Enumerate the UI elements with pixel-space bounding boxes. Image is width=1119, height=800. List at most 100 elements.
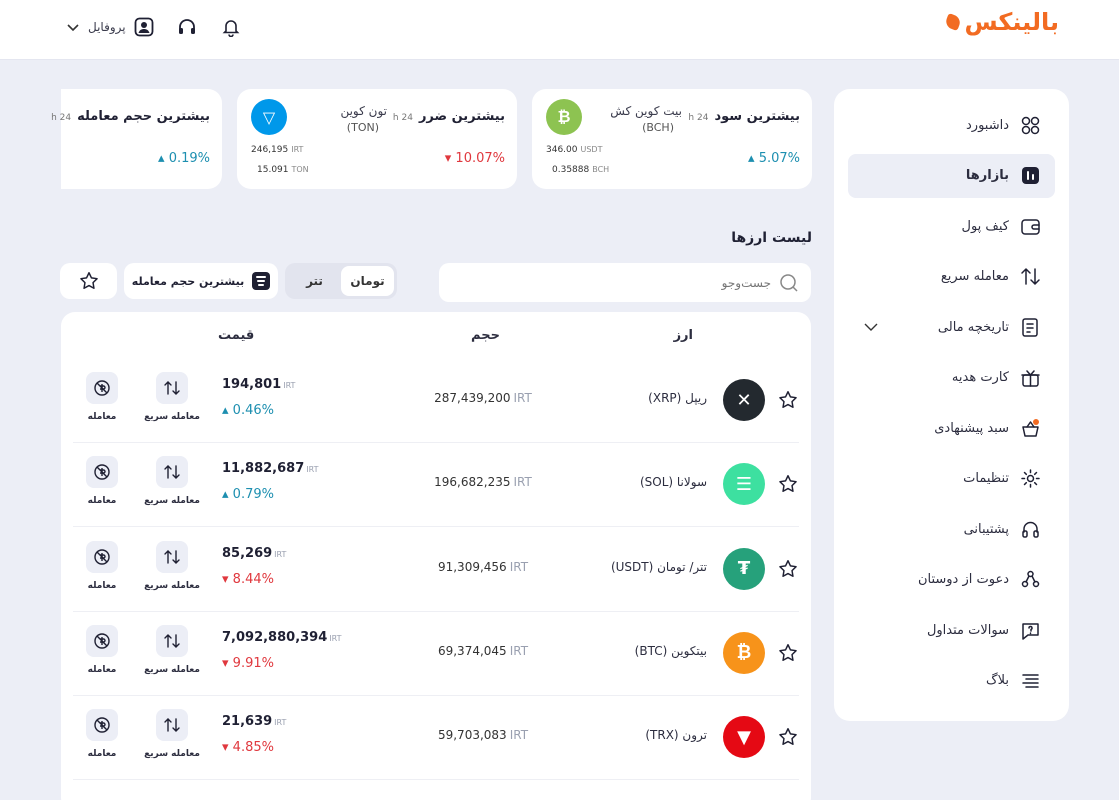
search-input[interactable] bbox=[471, 275, 771, 290]
logo[interactable]: بالینکس bbox=[944, 8, 1059, 36]
quick-trade-button[interactable]: معامله سریع bbox=[143, 456, 201, 506]
gainer-amount-bch: 0.35888 BCH bbox=[552, 165, 610, 175]
sort-by-volume-button[interactable]: بیشترین حجم معامله bbox=[124, 263, 278, 299]
sidebar-item-history[interactable]: تاریخچه مالی bbox=[848, 305, 1055, 349]
profile-menu[interactable]: پروفایل bbox=[66, 17, 154, 37]
quick-trade-label: معامله سریع bbox=[144, 412, 200, 422]
swap-icon bbox=[1019, 266, 1041, 288]
sidebar-item-markets[interactable]: بازارها bbox=[848, 153, 1055, 198]
coin-volume: 287,439,200 IRT bbox=[434, 391, 532, 405]
gainer-title-text: بیشترین سود bbox=[714, 109, 800, 124]
swap-arrows-icon bbox=[156, 540, 188, 573]
table-row[interactable]: ₮ تتر/ تومان (USDT) 91,309,456 IRT 85,269 IRT… bbox=[73, 528, 799, 612]
quick-trade-button[interactable]: معامله سریع bbox=[143, 540, 201, 591]
sidebar-item-basket[interactable]: سبد پیشنهادی bbox=[848, 406, 1055, 450]
trade-label: معامله bbox=[87, 412, 117, 422]
coin-price: 11,882,687 IRT bbox=[222, 461, 319, 477]
col-header-volume: حجم bbox=[471, 328, 500, 343]
sidebar-item-swap[interactable]: معامله سریع bbox=[848, 255, 1055, 299]
notification-bell-icon[interactable] bbox=[220, 16, 242, 38]
search-box[interactable] bbox=[439, 263, 811, 302]
top-header: بالینکس پروفایل bbox=[0, 0, 1119, 60]
favorite-star-icon[interactable] bbox=[777, 642, 799, 668]
top-gainer-card[interactable]: بیشترین سود 24 h ▴ 5.07% ₿ بیت کوین کش (… bbox=[532, 89, 812, 189]
loser-coin: ▽ تون کوین (TON) 246,195 IRT 15.091 TON bbox=[247, 99, 403, 179]
col-header-price: قیمت bbox=[218, 328, 255, 343]
table-row[interactable]: ₿ بیتکوین (BTC) 69,374,045 IRT 7,092,880,394… bbox=[73, 612, 799, 696]
sidebar-item-faq[interactable]: سوالات متداول bbox=[848, 608, 1055, 652]
coin-price: 194,801 IRT bbox=[222, 377, 296, 392]
quick-trade-button[interactable]: معامله سریع bbox=[143, 624, 201, 675]
sidebar-item-invite[interactable]: دعوت از دوستان bbox=[848, 558, 1055, 602]
user-icon bbox=[134, 17, 153, 37]
sidebar-item-label: کارت هدیه bbox=[951, 370, 1009, 385]
chevron-down-icon[interactable] bbox=[862, 318, 880, 340]
favorite-star-icon[interactable] bbox=[777, 473, 799, 499]
top-loser-card[interactable]: بیشترین ضرر 24 h ▾ 10.07% ▽ تون کوین (TO… bbox=[237, 89, 517, 189]
favorite-star-icon[interactable] bbox=[777, 558, 799, 584]
sort-label: بیشترین حجم معامله bbox=[131, 274, 245, 288]
trade-button[interactable]: معامله bbox=[73, 540, 131, 591]
sidebar-item-label: دعوت از دوستان bbox=[917, 572, 1009, 587]
loser-amount-irt: 246,195 IRT bbox=[251, 145, 304, 155]
sidebar-item-blog[interactable]: بلاگ bbox=[848, 659, 1055, 703]
gainer-coin-symbol: (BCH) bbox=[642, 121, 674, 134]
trade-button[interactable]: معامله bbox=[73, 624, 131, 675]
coin-price: 21,639 IRT bbox=[222, 714, 287, 730]
dashboard-icon bbox=[1019, 114, 1041, 136]
favorites-filter-button[interactable] bbox=[60, 263, 117, 299]
currency-tether-tab[interactable]: تتر bbox=[306, 274, 323, 288]
gear-icon bbox=[1019, 468, 1041, 490]
sidebar-item-gift[interactable]: کارت هدیه bbox=[848, 356, 1055, 400]
table-row[interactable]: ▼ ترون (TRX) 59,703,083 IRT 21,639 IRT ▾ 4.85%… bbox=[73, 696, 799, 781]
trade-label: معامله bbox=[87, 580, 117, 591]
sidebar-item-label: داشبورد bbox=[966, 117, 1009, 133]
sidebar-item-wallet[interactable]: کیف پول bbox=[848, 204, 1055, 248]
table-row[interactable]: ☰ سولانا (SOL) 196,682,235 IRT 11,882,687 IRT… bbox=[73, 443, 799, 528]
loser-amount-ton: 15.091 TON bbox=[257, 165, 309, 175]
favorite-star-icon[interactable] bbox=[777, 389, 799, 415]
table-row[interactable]: ✕ ریپل (XRP) 287,439,200 IRT 194,801 IRT ▴ 0.4… bbox=[73, 359, 799, 443]
trade-icon bbox=[86, 540, 118, 573]
search-icon bbox=[780, 273, 798, 292]
sidebar-item-gear[interactable]: تنظیمات bbox=[848, 457, 1055, 501]
coin-volume: 91,309,456 IRT bbox=[437, 559, 529, 574]
trade-button[interactable]: معامله bbox=[73, 372, 131, 422]
volume-title-text: بیشترین حجم معامله bbox=[77, 109, 210, 124]
favorite-star-icon[interactable] bbox=[777, 726, 799, 752]
gainer-change: ▴ 5.07% bbox=[748, 151, 800, 166]
trade-button[interactable]: معامله bbox=[73, 709, 131, 759]
sidebar-item-label: کیف پول bbox=[961, 218, 1009, 234]
coin-name: ریپل (XRP) bbox=[648, 391, 707, 405]
volume-change: ▴ 0.19% bbox=[158, 151, 210, 166]
quick-trade-label: معامله سریع bbox=[144, 664, 200, 675]
quick-trade-button[interactable]: معامله سریع bbox=[143, 709, 201, 759]
sidebar-item-headset[interactable]: پشتیبانی bbox=[848, 507, 1055, 551]
loser-title: بیشترین ضرر 24 h bbox=[393, 109, 505, 124]
quick-trade-button[interactable]: معامله سریع bbox=[143, 372, 201, 422]
sidebar-item-label: بلاگ bbox=[985, 673, 1009, 688]
support-headset-icon[interactable] bbox=[176, 16, 198, 38]
coin-list-title: لیست ارزها bbox=[731, 230, 812, 246]
volume-title: بیشترین حجم معامله 24 h bbox=[51, 109, 210, 124]
swap-arrows-icon bbox=[156, 709, 188, 742]
coin-volume: 69,374,045 IRT bbox=[437, 643, 529, 658]
top-volume-card[interactable]: بیشترین حجم معامله 24 h ▴ 0.19% bbox=[51, 89, 222, 189]
headset-icon bbox=[1019, 518, 1041, 540]
coin-logo-icon: ₿ bbox=[723, 631, 765, 674]
loser-coin-symbol: (TON) bbox=[346, 121, 379, 134]
faq-icon bbox=[1019, 619, 1041, 641]
trade-button[interactable]: معامله bbox=[73, 456, 131, 506]
coin-price: 7,092,880,394 IRT bbox=[222, 629, 342, 645]
gainer-coin: ₿ بیت کوین کش (BCH) 346.00 USDT 0.35888 BC… bbox=[542, 99, 698, 179]
sidebar-item-dashboard[interactable]: داشبورد bbox=[848, 103, 1055, 147]
loser-coin-name: تون کوین bbox=[340, 104, 387, 118]
quick-trade-label: معامله سریع bbox=[144, 749, 200, 760]
coin-name: ترون (TRX) bbox=[645, 728, 707, 743]
coin-logo-icon: ▼ bbox=[723, 716, 765, 759]
currency-toman-tab[interactable]: تومان bbox=[341, 266, 394, 296]
bch-logo-icon: ₿ bbox=[546, 99, 582, 135]
trade-icon bbox=[86, 372, 118, 404]
loser-period: 24 h bbox=[392, 113, 413, 123]
trade-icon bbox=[86, 456, 118, 489]
